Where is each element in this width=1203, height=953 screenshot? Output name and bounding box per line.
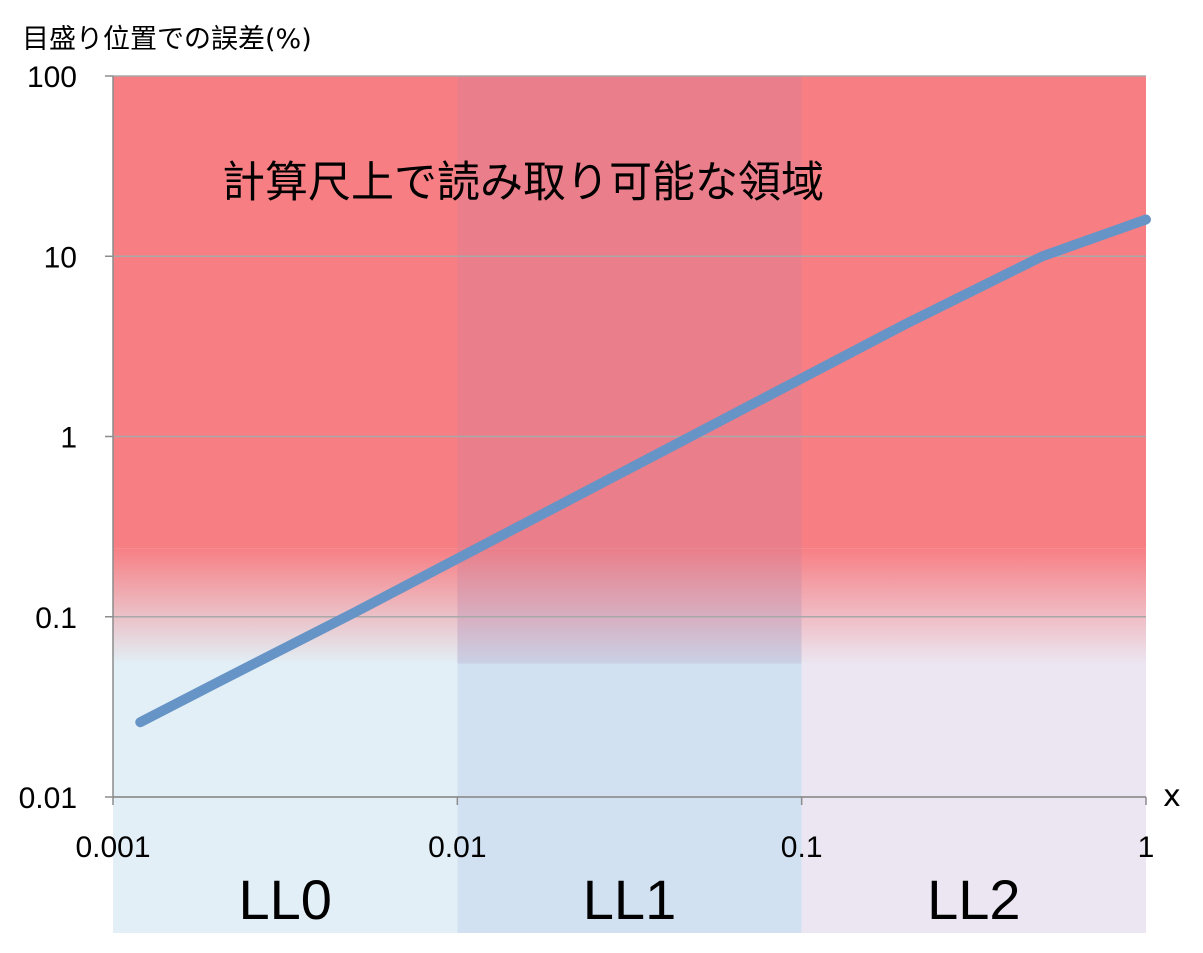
x-tick-label: 1 [1138,831,1155,864]
series-group [135,214,1151,728]
y-tick-label: 0.1 [35,602,77,635]
band-label-ll2: LL2 [927,868,1020,931]
axes: 0.01 0.1 1 10 100 0.001 0.01 0.1 1 LL0 LL1 LL2 [19,61,1155,931]
y-tick-label: 0.01 [19,782,77,815]
y-tick-label: 1 [60,422,77,455]
band-label-ll1: LL1 [583,868,676,931]
y-tick-label: 10 [44,241,77,274]
band-ll1-overlay [457,76,802,664]
band-label-ll0: LL0 [238,868,331,931]
label-group: 目盛り位置での誤差(%) x 計算尺上で読み取り可能な領域 [22,24,1181,814]
x-tick-label: 0.01 [428,831,486,864]
x-axis-title: x [1163,779,1181,814]
x-tick-label: 0.001 [75,831,150,864]
y-tick-label: 100 [27,61,77,94]
readable-region-annotation: 計算尺上で読み取り可能な領域 [222,158,824,208]
series-line [135,214,1151,728]
x-tick-label: 0.1 [781,831,823,864]
y-axis-title: 目盛り位置での誤差(%) [22,24,312,55]
